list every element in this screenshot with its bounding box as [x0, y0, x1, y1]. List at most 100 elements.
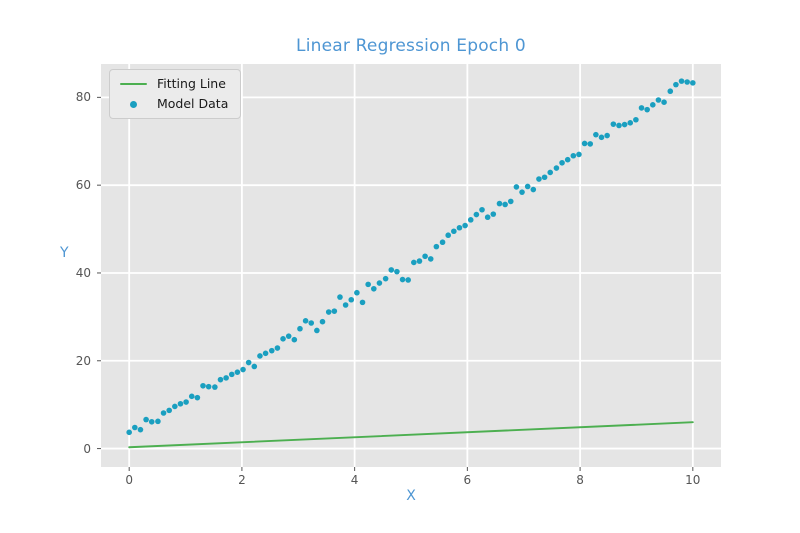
scatter-point	[234, 369, 241, 375]
scatter-point	[684, 79, 690, 85]
scatter-point	[547, 169, 554, 176]
scatter-point	[291, 336, 298, 343]
scatter-point	[359, 299, 366, 306]
scatter-point	[673, 81, 679, 88]
scatter-point	[433, 243, 440, 250]
legend-item-fitting-line: Fitting Line	[120, 77, 228, 91]
axes-background	[101, 64, 721, 467]
scatter-point	[581, 140, 588, 147]
scatter-point	[240, 366, 246, 373]
scatter-point	[166, 407, 172, 414]
scatter-point	[422, 253, 428, 260]
scatter-point	[308, 320, 315, 326]
scatter-point	[411, 259, 417, 266]
scatter-point	[268, 347, 275, 354]
scatter-point	[616, 122, 622, 129]
fitting-line-swatch	[120, 83, 147, 85]
scatter-point	[188, 393, 195, 400]
scatter-point	[473, 211, 480, 218]
scatter-point	[132, 424, 138, 431]
y-tick-label: 40	[75, 265, 91, 280]
scatter-point	[223, 375, 229, 381]
scatter-point	[280, 336, 286, 342]
fitting-line	[128, 421, 694, 449]
scatter-point	[621, 121, 628, 128]
scatter-point	[143, 416, 149, 423]
scatter-point	[319, 318, 326, 325]
scatter-point	[587, 141, 594, 147]
scatter-point	[462, 222, 468, 229]
scatter-point	[297, 325, 303, 332]
scatter-point	[536, 176, 542, 182]
scatter-point	[262, 350, 269, 357]
y-tick-label: 80	[75, 90, 91, 105]
scatter-point	[348, 296, 355, 303]
x-tick-label: 8	[576, 473, 584, 487]
scatter-point	[399, 276, 406, 283]
scatter-point	[137, 426, 144, 433]
scatter-point	[638, 105, 645, 111]
scatter-point	[513, 184, 520, 190]
scatter-point	[160, 410, 167, 416]
scatter-point	[644, 106, 650, 113]
dot-marker-icon	[130, 100, 137, 108]
scatter-point	[376, 280, 383, 286]
y-tick-label: 60	[75, 178, 91, 193]
scatter-point	[610, 121, 617, 127]
scatter-point	[302, 318, 309, 324]
scatter-point	[388, 267, 395, 273]
scatter-point	[382, 275, 389, 282]
y-axis-label: Y	[60, 245, 69, 261]
scatter-point	[541, 174, 548, 181]
scatter-point	[484, 214, 491, 221]
scatter-point	[257, 353, 263, 359]
line-marker-icon	[120, 83, 147, 85]
scatter-point	[325, 309, 332, 315]
x-tick-label: 10	[685, 473, 701, 487]
scatter-point	[427, 256, 434, 262]
scatter-point	[205, 383, 212, 390]
legend-item-label: Fitting Line	[157, 76, 226, 91]
scatter-point	[371, 285, 377, 292]
scatter-point	[496, 200, 503, 207]
scatter-point	[690, 80, 696, 86]
scatter-point	[576, 151, 582, 158]
scatter-point	[228, 371, 235, 378]
y-tick-label: 0	[83, 441, 91, 456]
scatter-point	[467, 217, 474, 223]
scatter-point	[530, 186, 537, 193]
scatter-point	[285, 333, 292, 339]
scatter-point	[200, 382, 206, 389]
x-axis-label: X	[406, 488, 416, 504]
scatter-point	[126, 429, 132, 436]
scatter-point	[177, 400, 184, 407]
scatter-point	[553, 165, 560, 171]
scatter-point	[661, 99, 667, 105]
scatter-point	[148, 418, 155, 425]
scatter-point	[524, 183, 531, 190]
scatter-point	[155, 418, 161, 425]
scatter-point	[314, 327, 320, 334]
legend: Fitting Line Model Data	[109, 69, 242, 119]
scatter-point	[331, 308, 338, 314]
chart-title: Linear Regression Epoch 0	[296, 36, 526, 56]
scatter-point	[570, 152, 577, 159]
scatter-point	[194, 394, 201, 401]
scatter-point	[337, 294, 343, 300]
scatter-point	[633, 116, 639, 123]
x-tick-label: 4	[350, 473, 359, 487]
scatter-point	[172, 403, 178, 410]
scatter-point	[456, 224, 463, 231]
scatter-point	[217, 376, 224, 383]
scatter-point	[559, 159, 565, 166]
x-tick-label: 0	[125, 473, 133, 487]
model-data-swatch	[120, 100, 147, 108]
scatter-point	[416, 258, 423, 264]
scatter-point	[479, 206, 485, 213]
scatter-point	[405, 277, 411, 283]
scatter-point	[655, 97, 662, 103]
scatter-point	[564, 156, 571, 163]
scatter-point	[354, 289, 360, 296]
